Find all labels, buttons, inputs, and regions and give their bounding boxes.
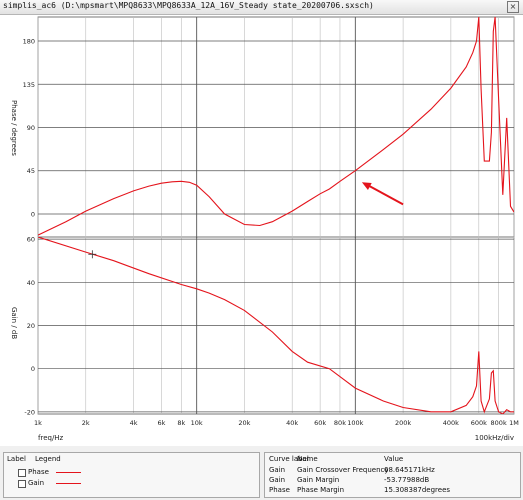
x-tick-label: 600k: [471, 419, 487, 427]
table-row[interactable]: Gain Gain Margin -53.77988dB: [269, 476, 519, 485]
window-title: simplis_ac6 (D:\mpsmart\MPQ8633\MPQ8633A…: [3, 1, 374, 10]
legend-header-legend: Legend: [35, 455, 61, 463]
bottom-panels: Label Legend Phase Gain Curve label Name…: [0, 449, 523, 500]
x-tick-label: 1k: [34, 419, 42, 427]
cell-value: -53.77988dB: [384, 476, 430, 484]
curves: [38, 17, 514, 414]
x-tick-label: 2k: [82, 419, 90, 427]
measurements-panel: Curve label Name Value Gain Gain Crossov…: [264, 452, 521, 498]
x-div-label: 100kHz/div: [475, 434, 514, 442]
legend-item-label: Gain: [28, 479, 45, 487]
cell-curve-label: Gain: [269, 466, 286, 474]
cell-curve-label: Gain: [269, 476, 286, 484]
gain-tick-label: 20: [27, 322, 35, 330]
gain-tick-label: 60: [27, 236, 35, 244]
cell-name: Gain Crossover Frequency: [297, 466, 389, 474]
phase-axis-label: Phase / degrees: [10, 100, 18, 156]
phase-curve: [38, 17, 514, 236]
gain-tick-label: 0: [31, 365, 35, 373]
cell-name: Phase Margin: [297, 486, 345, 494]
legend-swatch-gain: [56, 483, 81, 484]
legend-checkbox-phase[interactable]: [18, 469, 26, 477]
phase-tick-label: 0: [31, 210, 35, 218]
bode-chart[interactable]: 1k 2k 4k 6k 8k 10k 20k 40k 60k 80k 100k 200k 400k 600…: [0, 15, 523, 446]
gain-tick-label: -20: [24, 408, 35, 416]
x-tick-label: 60k: [314, 419, 326, 427]
legend-item-phase[interactable]: Phase: [18, 468, 138, 477]
x-tick-label: 800k: [491, 419, 507, 427]
legend-swatch-phase: [56, 472, 81, 473]
table-row[interactable]: Gain Gain Crossover Frequency 68.645171k…: [269, 466, 519, 475]
x-tick-label: 80k: [334, 419, 346, 427]
x-tick-label: 40k: [286, 419, 298, 427]
col-header-curve-label: Curve label: [269, 455, 309, 463]
phase-tick-label: 45: [27, 167, 35, 175]
legend-item-gain[interactable]: Gain: [18, 479, 138, 488]
gain-curve: [38, 237, 514, 414]
measurements-header-row: Curve label Name Value: [269, 455, 519, 464]
x-tick-label: 400k: [443, 419, 459, 427]
table-row[interactable]: Phase Phase Margin 15.308387degrees: [269, 486, 519, 495]
x-tick-label: 1M: [509, 419, 519, 427]
x-tick-label: 4k: [130, 419, 138, 427]
gain-tick-label: 40: [27, 279, 35, 287]
tick-labels: 1k 2k 4k 6k 8k 10k 20k 40k 60k 80k 100k 200k 400k 600…: [23, 38, 519, 427]
cell-value: 68.645171kHz: [384, 466, 435, 474]
annotation-arrowhead: [361, 182, 372, 191]
col-header-name: Name: [297, 455, 318, 463]
col-header-value: Value: [384, 455, 404, 463]
close-icon[interactable]: ×: [507, 1, 519, 13]
cell-name: Gain Margin: [297, 476, 340, 484]
plot-area[interactable]: 1k 2k 4k 6k 8k 10k 20k 40k 60k 80k 100k 200k 400k 600…: [0, 15, 523, 446]
markers: [88, 182, 404, 259]
cell-value: 15.308387degrees: [384, 486, 451, 494]
legend-panel: Label Legend Phase Gain: [3, 452, 260, 498]
phase-tick-label: 180: [23, 38, 35, 46]
gain-axis-label: Gain / dB: [10, 307, 18, 339]
x-tick-label: 10k: [191, 419, 203, 427]
phase-tick-label: 135: [23, 81, 35, 89]
title-bar: simplis_ac6 (D:\mpsmart\MPQ8633\MPQ8633A…: [0, 0, 523, 15]
phase-tick-label: 90: [27, 124, 35, 132]
gain-curve-group: [38, 237, 514, 414]
legend-header-label: Label: [7, 455, 26, 463]
x-tick-label: 100k: [347, 419, 363, 427]
x-tick-label: 20k: [238, 419, 250, 427]
x-tick-label: 6k: [158, 419, 166, 427]
x-axis-label: freq/Hz: [38, 434, 64, 442]
x-tick-label: 8k: [177, 419, 185, 427]
x-tick-label: 200k: [395, 419, 411, 427]
legend-item-label: Phase: [28, 468, 49, 476]
annotation-arrow: [367, 184, 404, 206]
cell-curve-label: Phase: [269, 486, 290, 494]
phase-curve-group: [38, 17, 514, 236]
legend-checkbox-gain[interactable]: [18, 480, 26, 488]
